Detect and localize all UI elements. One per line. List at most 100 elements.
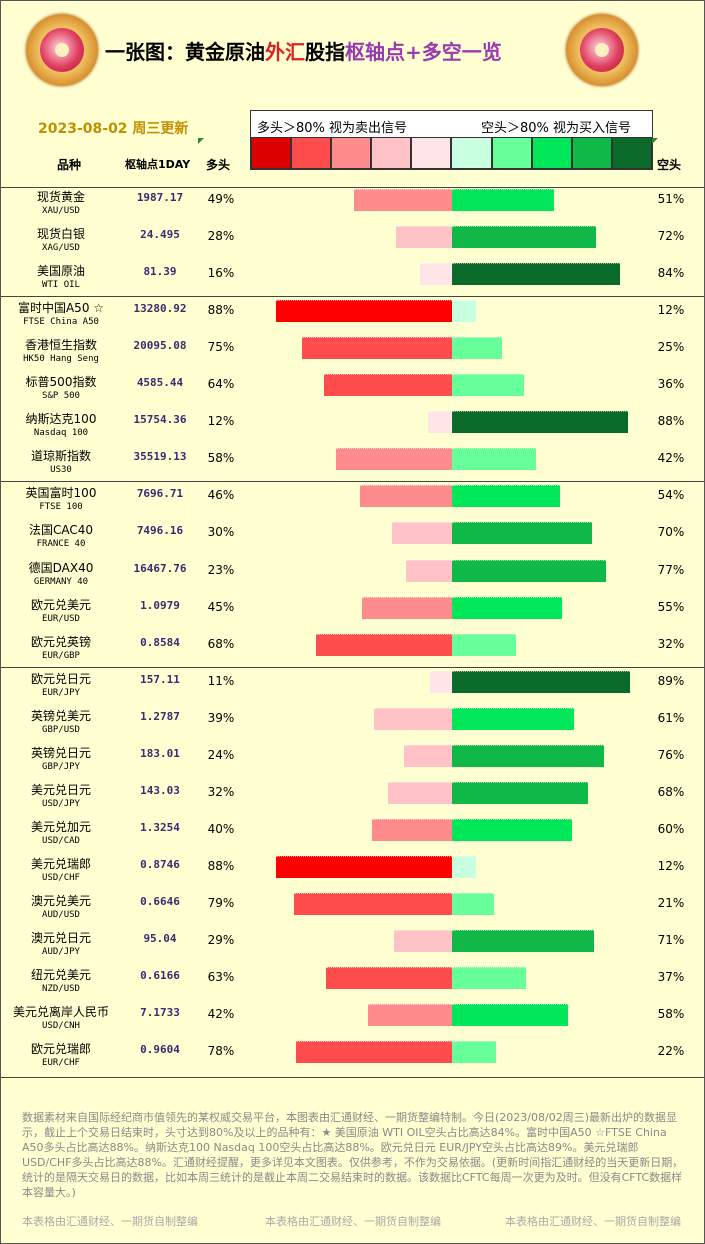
long-bar [362, 596, 452, 619]
long-bar [354, 189, 452, 211]
short-percent: 51% [657, 192, 685, 206]
short-percent: 12% [657, 303, 685, 318]
instrument-label: 美元兑加元 [30, 819, 91, 834]
instrument-name: 美元兑加元 USD/CAD [0, 820, 122, 848]
long-bar [396, 226, 452, 249]
legend-swatches [251, 137, 652, 169]
column-header-short: 空头 [657, 158, 682, 172]
footer-credit: 本表格由汇通财经、一期货自制整编 [505, 1215, 681, 1228]
long-percent: 16% [207, 266, 235, 281]
long-percent: 42% [207, 1007, 235, 1022]
instrument-code: AUD/USD [42, 909, 80, 920]
pivot-value: 1.0979 [140, 598, 180, 612]
pivot-value: 0.8746 [140, 857, 180, 871]
long-percent: 88% [207, 858, 235, 873]
long-bar [428, 411, 452, 434]
table-row: 欧元兑英镑 EUR/GBP 0.8584 68% 32% [0, 625, 705, 662]
short-bar [452, 1004, 568, 1027]
short-bar [452, 263, 620, 286]
instrument-name: 现货黄金 XAU/USD [0, 190, 122, 218]
instrument-name: 澳元兑日元 AUD/JPY [0, 931, 122, 959]
legend-swatch [411, 137, 452, 169]
long-percent: 29% [207, 933, 235, 947]
short-percent: 76% [657, 747, 685, 762]
instrument-label: 香港恒生指数 [24, 338, 97, 353]
short-percent: 68% [657, 784, 685, 799]
instrument-label: 纳斯达克100 [25, 412, 97, 427]
long-bar [276, 300, 452, 323]
table-row: 澳元兑日元 AUD/JPY 95.04 29% 71% [0, 921, 705, 958]
legend-swatch [451, 137, 492, 169]
long-bar [368, 1004, 452, 1027]
table-row: 标普500指数 S&P 500 4585.44 64% 36% [0, 365, 705, 402]
instrument-label: 欧元兑英镑 [30, 634, 91, 649]
color-legend: 多头＞80% 视为卖出信号 空头＞80% 视为买入信号 [250, 110, 653, 170]
short-percent: 25% [657, 340, 685, 355]
long-percent: 64% [207, 377, 235, 392]
instrument-code: US30 [50, 465, 72, 476]
short-bar [452, 1041, 496, 1064]
short-percent: 22% [657, 1044, 685, 1059]
long-bar [324, 374, 452, 397]
instrument-code: XAG/USD [42, 243, 80, 254]
instrument-name: 纳斯达克100 Nasdaq 100 [0, 412, 122, 440]
short-percent: 21% [657, 895, 685, 910]
instrument-label: 道琼斯指数 [30, 449, 91, 464]
instrument-code: FTSE 100 [39, 502, 83, 513]
long-percent: 49% [207, 192, 235, 206]
short-percent: 84% [657, 266, 685, 281]
long-bar [316, 633, 452, 656]
long-bar [326, 967, 452, 990]
short-bar [452, 892, 494, 915]
instrument-code: WTI OIL [42, 280, 80, 291]
short-bar [452, 300, 476, 323]
instrument-code: USD/CNH [42, 1021, 80, 1032]
group-divider [1, 666, 704, 668]
instrument-code: GERMANY 40 [33, 576, 89, 587]
instrument-code: USD/CHF [42, 872, 80, 883]
short-bar [452, 781, 588, 804]
instrument-code: HK50 Hang Seng [23, 354, 99, 365]
long-percent: 30% [207, 525, 235, 540]
table-row: 现货黄金 XAU/USD 1987.17 49% 51% [0, 180, 705, 217]
instrument-name: 纽元兑美元 NZD/USD [0, 968, 122, 996]
legend-swatch [331, 137, 372, 169]
table-row: 欧元兑日元 EUR/JPY 157.11 11% 89% [0, 662, 705, 699]
pivot-value: 1.3254 [140, 820, 180, 834]
instrument-label: 英镑兑日元 [30, 745, 91, 760]
legend-swatch [531, 137, 572, 169]
short-percent: 58% [657, 1007, 685, 1022]
long-percent: 45% [207, 599, 235, 614]
instrument-label: 欧元兑瑞郎 [30, 1042, 91, 1057]
left-emblem-icon [26, 14, 98, 86]
instrument-code: USD/CAD [42, 835, 80, 846]
short-bar [452, 744, 604, 767]
short-percent: 71% [657, 933, 685, 947]
long-percent: 78% [207, 1044, 235, 1059]
short-bar [452, 707, 574, 730]
instrument-code: XAU/USD [42, 206, 80, 216]
instrument-label: 纽元兑美元 [30, 968, 91, 983]
table-row: 德国DAX40 GERMANY 40 16467.76 23% 77% [0, 551, 705, 588]
long-percent: 40% [207, 821, 235, 836]
short-percent: 77% [657, 562, 685, 577]
instrument-name: 富时中国A50 ☆ FTSE China A50 [0, 301, 122, 329]
instrument-label: 德国DAX40 [28, 560, 94, 575]
instrument-code: S&P 500 [42, 391, 80, 402]
instrument-code: EUR/USD [42, 613, 80, 624]
legend-swatch [251, 137, 292, 169]
instrument-name: 英国富时100 FTSE 100 [0, 486, 122, 514]
instrument-label: 英镑兑美元 [30, 708, 91, 723]
instrument-name: 美元兑日元 USD/JPY [0, 783, 122, 811]
legend-short-signal: 空头＞80% 视为买入信号 [481, 121, 632, 136]
long-percent: 46% [207, 488, 235, 503]
long-bar [276, 855, 452, 878]
instrument-label: 英国富时100 [25, 486, 97, 501]
pivot-value: 183.01 [140, 746, 180, 760]
pivot-value: 1987.17 [136, 191, 184, 204]
long-percent: 11% [207, 673, 235, 688]
instrument-label: 标普500指数 [25, 375, 97, 390]
table-row: 现货白银 XAG/USD 24.495 28% 72% [0, 217, 705, 254]
instrument-label: 美国原油 [36, 264, 85, 279]
instrument-name: 欧元兑瑞郎 EUR/CHF [0, 1042, 122, 1070]
